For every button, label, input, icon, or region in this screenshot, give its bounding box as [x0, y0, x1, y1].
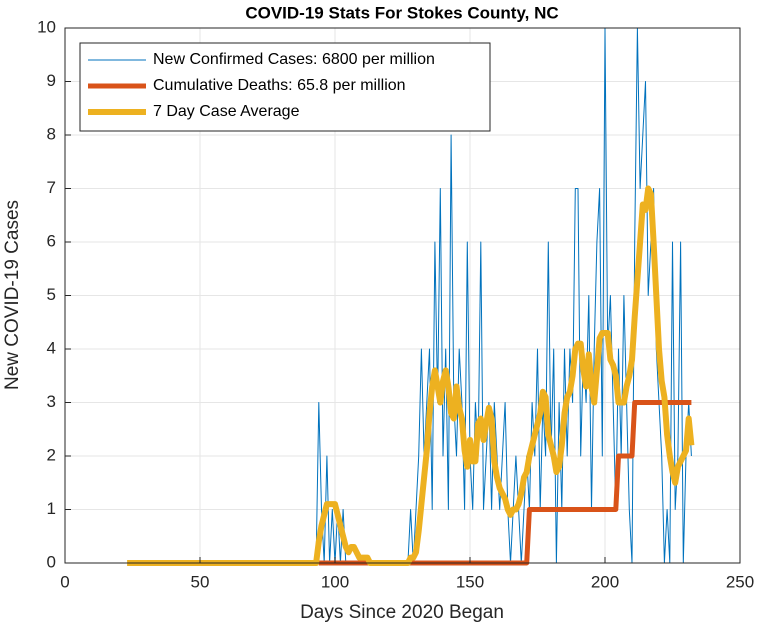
legend-label: 7 Day Case Average	[153, 103, 300, 120]
x-tick-label: 200	[591, 572, 619, 591]
legend: New Confirmed Cases: 6800 per million Cum…	[79, 42, 491, 132]
y-tick-label: 2	[47, 445, 56, 464]
x-tick-label: 150	[456, 572, 484, 591]
legend-label: New Confirmed Cases: 6800 per million	[153, 51, 435, 68]
y-tick-label: 7	[47, 178, 56, 197]
x-tick-label: 0	[60, 572, 69, 591]
legend-box	[79, 42, 491, 132]
x-tick-label: 250	[726, 572, 754, 591]
y-tick-label: 0	[47, 552, 56, 571]
y-tick-label: 8	[47, 124, 56, 143]
y-tick-label: 10	[37, 17, 56, 36]
chart-title: COVID-19 Stats For Stokes County, NC	[245, 3, 558, 22]
y-tick-label: 3	[47, 392, 56, 411]
y-tick-label: 9	[47, 71, 56, 90]
y-tick-label: 1	[47, 499, 56, 518]
x-tick-label: 50	[191, 572, 210, 591]
y-tick-label: 5	[47, 285, 56, 304]
y-axis-label: New COVID-19 Cases	[2, 200, 23, 390]
ticks: 0 50 100 150 200 250 0 1 2 3 4 5 6 7 8 9 10	[37, 17, 754, 591]
x-tick-label: 100	[321, 572, 349, 591]
x-axis-label: Days Since 2020 Began	[300, 602, 504, 623]
y-tick-label: 4	[47, 338, 56, 357]
legend-label: Cumulative Deaths: 65.8 per million	[153, 77, 406, 94]
y-tick-label: 6	[47, 231, 56, 250]
